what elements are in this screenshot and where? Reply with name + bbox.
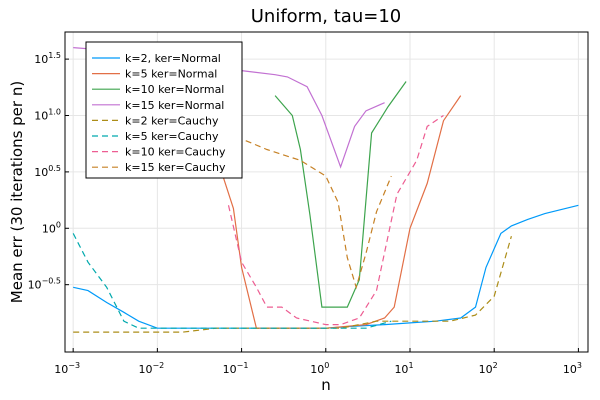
series-line-3 bbox=[274, 81, 407, 308]
x-axis-label: n bbox=[321, 376, 331, 394]
y-tick-label: 100.5 bbox=[34, 164, 61, 179]
y-tick-label: 10−0.5 bbox=[28, 277, 61, 292]
x-tick-labels: 10−3 10−2 10−1 100 101 102 103 bbox=[54, 348, 582, 376]
x-tick-label: 100 bbox=[310, 361, 329, 376]
legend-label: k=5 ker=Normal bbox=[125, 68, 217, 81]
x-tick-label: 10−2 bbox=[138, 361, 164, 376]
legend-label: k=5 ker=Cauchy bbox=[125, 130, 219, 143]
y-axis-label: Mean err (30 iterations per n) bbox=[8, 81, 26, 303]
y-tick-labels: 10−0.5 100 100.5 101.0 101.5 bbox=[28, 51, 69, 292]
legend-box bbox=[85, 41, 243, 179]
legend-label: k=2 ker=Cauchy bbox=[125, 114, 219, 127]
x-tick-label: 10−1 bbox=[223, 361, 249, 376]
y-tick-label: 100 bbox=[42, 220, 61, 235]
legend-label: k=2, ker=Normal bbox=[125, 52, 221, 65]
series-line-6 bbox=[72, 233, 392, 329]
legend-label: k=10 ker=Cauchy bbox=[125, 146, 226, 159]
legend-label: k=10 ker=Normal bbox=[125, 83, 224, 96]
series-line-7 bbox=[227, 115, 444, 326]
y-tick-label: 101.0 bbox=[34, 108, 61, 123]
legend-label: k=15 ker=Cauchy bbox=[125, 161, 226, 174]
series-line-2 bbox=[222, 95, 462, 329]
chart-title: Uniform, tau=10 bbox=[251, 6, 401, 27]
series-line-5 bbox=[73, 236, 512, 333]
x-tick-label: 10−3 bbox=[54, 361, 80, 376]
legend-label: k=15 ker=Normal bbox=[125, 99, 224, 112]
plot-frame bbox=[64, 31, 589, 353]
series-line-8 bbox=[216, 136, 392, 290]
x-tick-label: 102 bbox=[479, 361, 498, 376]
x-tick-label: 101 bbox=[394, 361, 413, 376]
y-tick-label: 101.5 bbox=[34, 51, 61, 66]
legend: k=2, ker=Normal k=5 ker=Normal k=10 ker=No… bbox=[85, 41, 243, 179]
series-lines bbox=[72, 47, 579, 333]
x-tick-label: 103 bbox=[563, 361, 582, 376]
